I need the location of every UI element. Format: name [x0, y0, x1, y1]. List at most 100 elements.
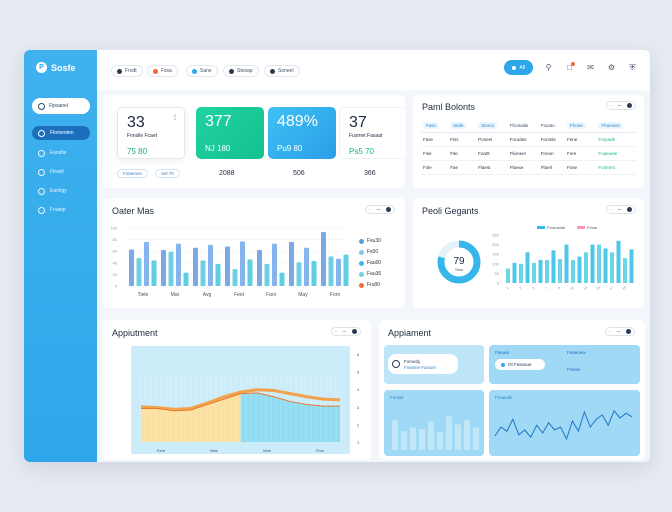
y-tick-label: 50	[495, 271, 500, 276]
appointment-card-1[interactable]: Fomedy Fnwtme Fasiom	[384, 345, 484, 384]
filter-label: Fssa	[161, 68, 172, 74]
y-tick-label: 2	[357, 422, 360, 427]
column-header[interactable]: Stele	[450, 122, 467, 129]
bar	[464, 420, 470, 450]
card-label: Foaeuds	[495, 395, 513, 400]
brand[interactable]: P Sosfe	[36, 62, 76, 73]
legend-item[interactable]: Fru00	[359, 282, 381, 288]
appointment-pill[interactable]: Fomedy Fnwtme Fasiom	[388, 354, 458, 374]
legend-item[interactable]: Fsu30	[359, 238, 381, 244]
card-side-label: Fnwse	[567, 367, 581, 372]
x-tick-label: 7	[544, 286, 548, 290]
kpi-card-1[interactable]: 33 Fnnslle Fcaet 75 80 ⋮	[117, 107, 185, 159]
sidebar-search-label: Fipsanel	[49, 103, 68, 109]
sidebar-item-label: Ftrsell	[50, 169, 64, 175]
filter-pill-5[interactable]: Soneel	[264, 65, 300, 77]
appointment-title: Appiutment	[112, 328, 158, 338]
sidebar-item-3[interactable]: Ftrsell	[32, 165, 90, 179]
bar	[392, 420, 398, 450]
filter-pill-1[interactable]: Frodt	[111, 65, 143, 77]
appointment2-panel: Appiament · – Fomedy Fnwtme Fasiom Faeuer…	[379, 320, 645, 460]
legend-label: Fau00	[367, 260, 382, 266]
dot-icon	[501, 362, 505, 367]
kpi-pill-2[interactable]: Sel 70	[155, 169, 180, 178]
mail-icon[interactable]: ✉	[587, 63, 594, 72]
outer-chart-panel: Oater Mas · – 0 20 40 60 80 100 Tiele Mar Avg Feel…	[103, 198, 405, 308]
kpi-card-2[interactable]: 377 NJ 180	[196, 107, 264, 159]
legend-item[interactable]: Fau00	[359, 260, 381, 266]
toggle-knob	[626, 207, 632, 212]
y-tick-label: 40	[113, 260, 118, 265]
bar	[240, 241, 245, 286]
column-header[interactable]: Fhone	[567, 122, 586, 129]
legend-item[interactable]: Fau36	[359, 271, 381, 277]
appointment-card-3[interactable]: Fnusel	[384, 390, 484, 456]
filter-pill-4[interactable]: Stesap	[223, 65, 259, 77]
x-tick-label: 19	[622, 285, 628, 291]
sidebar: P Sosfe Fipsanel Flomeoten Fanstle Ftrse…	[24, 50, 97, 462]
appointment-action-pill[interactable]: Ot Faseaue	[495, 359, 545, 370]
settings-icon[interactable]: ⚙	[607, 63, 616, 72]
projects-title: Paml Bolonts	[422, 102, 476, 112]
kpi-card-3[interactable]: 489% Pu9 80	[268, 107, 336, 159]
sidebar-search-button[interactable]: Fipsanel	[32, 98, 90, 114]
bar	[296, 262, 302, 286]
toggle-knob	[385, 207, 391, 212]
x-tick-label: 11	[570, 286, 575, 291]
sidebar-item-label: Eamlgy	[50, 188, 67, 194]
appointment-panel: Appiutment · – 6 5 4 3 2 1 Fere Mas Moe Fion	[103, 320, 371, 460]
legend-item[interactable]: Fs00	[359, 249, 381, 255]
gegants-panel: Peoli Gegants · – 79 Tesu Pooruvitat Fmue 2…	[413, 198, 644, 308]
appointment-area-chart: 6 5 4 3 2 1 Fere Mas Moe Fion	[131, 346, 360, 454]
all-button[interactable]: All	[504, 60, 533, 75]
kpi-change: NJ 180	[205, 144, 231, 153]
y-tick-label: 5	[357, 370, 360, 375]
more-icon[interactable]: ⋮	[172, 115, 178, 121]
sidebar-item-label: Flomeoten	[50, 130, 74, 136]
kpi-card-4[interactable]: 37 Fusmet Fasaat Ps5 70	[339, 107, 407, 159]
table-row[interactable]: Fise Fite Foa0t Flioneer Fneon Fore Foae…	[421, 146, 636, 161]
y-tick-label: 150	[492, 252, 499, 257]
panel-toggle[interactable]: · –	[606, 205, 636, 214]
filter-label: Frodt	[125, 68, 137, 74]
column-header[interactable]: Fhomalie	[507, 119, 539, 133]
table-row[interactable]: Fole Fae Flaest Flaexe Flaerl Fose Fonmm…	[421, 160, 636, 175]
column-header[interactable]: Fsoato	[538, 119, 565, 133]
sidebar-item-1[interactable]: Flomeoten	[32, 126, 90, 140]
panel-toggle[interactable]: · –	[331, 327, 361, 336]
appointment-card-2[interactable]: Faeuer Ot Faseaue Feaeoew Fnwse	[489, 345, 640, 384]
outer-chart-title: Oater Mas	[112, 206, 155, 216]
sidebar-item-4[interactable]: Eamlgy	[32, 184, 90, 198]
legend-swatch	[359, 282, 364, 288]
bell-icon[interactable]: □	[564, 62, 575, 73]
panel-toggle[interactable]: · –	[606, 101, 636, 110]
appointment-card-4[interactable]: Foaeuds	[489, 390, 640, 456]
panel-toggle[interactable]: · –	[605, 327, 635, 336]
bar	[193, 247, 198, 286]
sidebar-item-2[interactable]: Fanstle	[32, 146, 90, 160]
filter-dot-icon	[270, 68, 275, 74]
toggle-text: ·	[610, 102, 612, 109]
column-header[interactable]: Stomo	[478, 122, 498, 129]
y-tick-label: 200	[492, 242, 499, 247]
bar	[183, 272, 189, 286]
filter-pill-3[interactable]: Sane	[186, 65, 218, 77]
card-label: Fnusel	[390, 395, 404, 400]
sidebar-item-5[interactable]: Fnaetp	[32, 203, 90, 217]
kpi-pill-1[interactable]: Fotaenen	[117, 169, 149, 178]
sidebar-item-label: Fanstle	[50, 150, 67, 156]
table-cell: Fite	[448, 146, 477, 161]
panel-toggle[interactable]: · –	[365, 205, 395, 214]
table-row[interactable]: Fase Fiss Poneel Forudes Fonmle Fene For…	[421, 132, 636, 147]
search-icon[interactable]: ⚲	[545, 63, 552, 72]
bar	[616, 240, 621, 283]
column-header[interactable]: Fass	[423, 122, 439, 129]
filter-pill-2[interactable]: Fssa	[147, 65, 178, 77]
kpi-footer-value: 2088	[219, 170, 235, 177]
bar	[129, 249, 134, 286]
x-tick-label: 5	[531, 286, 535, 290]
x-tick-label: Fion	[316, 448, 324, 453]
kpi-panel: 33 Fnnslle Fcaet 75 80 ⋮ 377 NJ 180 489%…	[103, 95, 407, 188]
column-header[interactable]: Fhomeec	[598, 122, 624, 129]
shield-icon[interactable]: ⛨	[629, 62, 636, 72]
